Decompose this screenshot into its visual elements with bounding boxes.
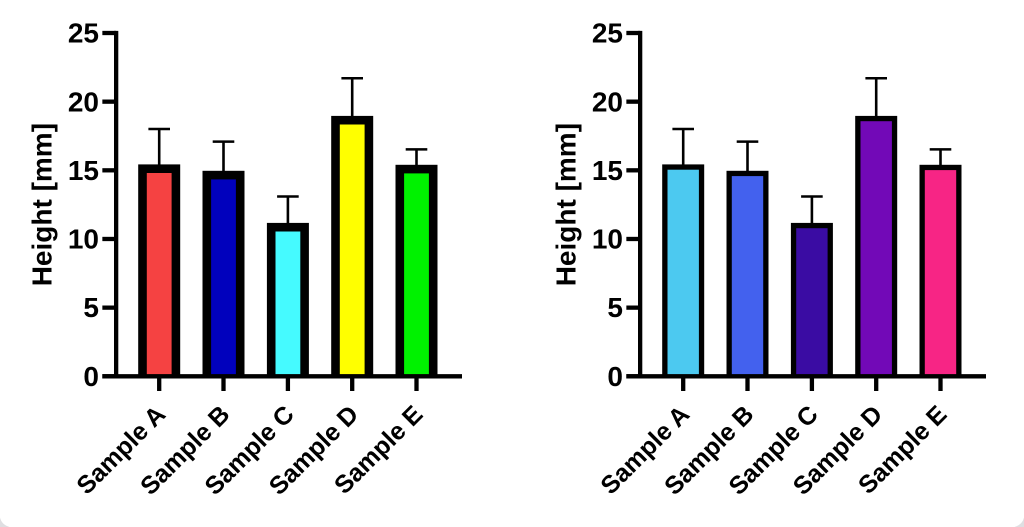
svg-text:5: 5 — [83, 292, 99, 323]
svg-text:10: 10 — [68, 224, 99, 255]
svg-text:0: 0 — [83, 361, 99, 392]
svg-text:20: 20 — [592, 86, 623, 117]
svg-text:25: 25 — [68, 18, 99, 49]
svg-text:20: 20 — [68, 86, 99, 117]
svg-text:25: 25 — [592, 18, 623, 49]
svg-text:15: 15 — [592, 155, 623, 186]
svg-text:15: 15 — [68, 155, 99, 186]
svg-text:10: 10 — [592, 224, 623, 255]
svg-text:0: 0 — [607, 361, 623, 392]
svg-text:Height [mm]: Height [mm] — [551, 123, 582, 286]
svg-text:5: 5 — [607, 292, 623, 323]
svg-text:Height [mm]: Height [mm] — [27, 123, 58, 286]
